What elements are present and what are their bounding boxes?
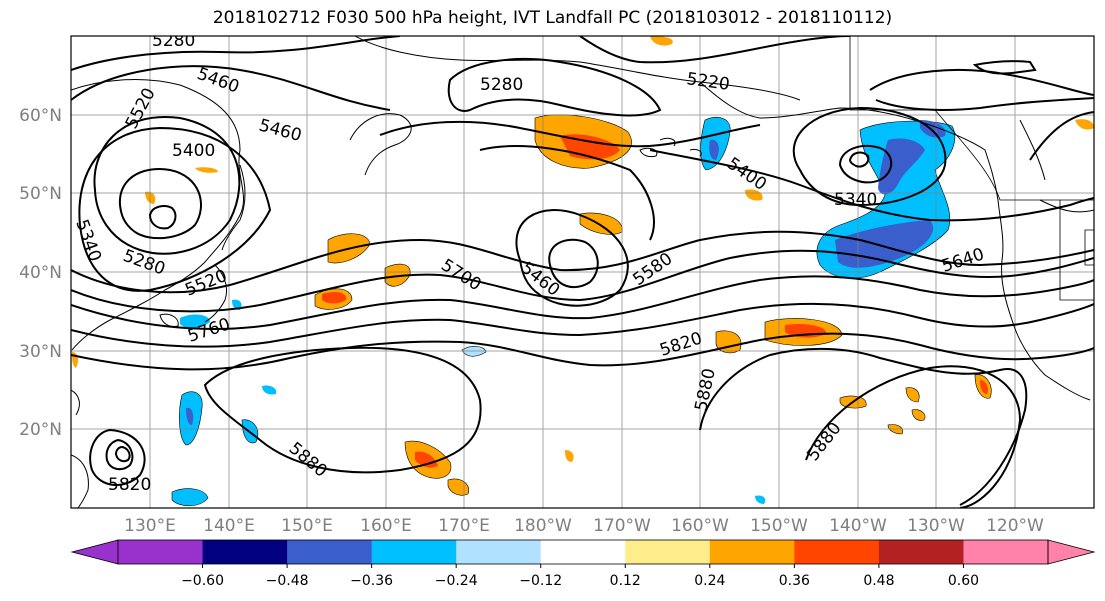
lon-label: 130°E	[124, 516, 176, 536]
lat-label: 50°N	[19, 184, 62, 204]
lon-label: 140°E	[203, 516, 255, 536]
colorbar-tick-label: −0.60	[181, 573, 224, 589]
lon-label: 180°W	[514, 516, 572, 536]
lon-label: 160°E	[360, 516, 412, 536]
colorbar-segment	[202, 540, 288, 564]
lat-label: 30°N	[19, 342, 62, 362]
longitude-labels: 130°E 140°E 150°E 160°E 170°E 180°W 170°…	[124, 516, 1044, 536]
contour-label: 5280	[480, 75, 523, 95]
colorbar-segment	[540, 540, 626, 564]
lat-label: 40°N	[19, 263, 62, 283]
colorbar-extend-min	[70, 539, 119, 565]
colorbar-segment	[794, 540, 880, 564]
contour-label: 5820	[108, 475, 151, 495]
contour-label: 5400	[172, 141, 215, 161]
lon-label: 150°W	[750, 516, 808, 536]
latitude-labels: 60°N 50°N 40°N 30°N 20°N	[19, 106, 62, 440]
colorbar-tick-label: −0.24	[435, 573, 478, 589]
colorbar-tick-label: −0.12	[519, 573, 562, 589]
colorbar-segment	[287, 540, 373, 564]
lon-label: 120°W	[986, 516, 1044, 536]
lon-label: 170°E	[438, 516, 490, 536]
colorbar-segment	[625, 540, 711, 564]
contour-label: 5280	[152, 31, 195, 51]
colorbar-tick-label: −0.36	[350, 573, 393, 589]
colorbar-tick-label: 0.36	[779, 573, 810, 589]
colorbar-segment	[456, 540, 542, 564]
lon-label: 140°W	[829, 516, 887, 536]
lon-label: 130°W	[907, 516, 965, 536]
colorbar: −0.60 −0.48 −0.36 −0.24 −0.12 0.12 0.24 0.36 0.4…	[70, 539, 1096, 589]
political-borders	[849, 36, 1094, 301]
colorbar-outline	[117, 539, 1049, 565]
colorbar-tick-label: 0.24	[694, 573, 725, 589]
colorbar-segment	[963, 540, 1049, 564]
lon-label: 150°E	[281, 516, 333, 536]
colorbar-segment	[371, 540, 457, 564]
colorbar-segment	[118, 540, 204, 564]
lon-label: 170°W	[593, 516, 651, 536]
height-contours	[71, 36, 1094, 508]
colorbar-segment	[709, 540, 795, 564]
colorbar-segment	[878, 540, 964, 564]
lat-label: 20°N	[19, 420, 62, 440]
lon-label: 160°W	[671, 516, 729, 536]
colorbar-extend-max	[1047, 539, 1096, 565]
coastlines	[71, 36, 1094, 508]
graticule	[71, 36, 1094, 508]
colorbar-tick-label: 0.12	[610, 573, 641, 589]
lat-label: 60°N	[19, 106, 62, 126]
colorbar-tick-label: 0.48	[863, 573, 894, 589]
map-title: 2018102712 F030 500 hPa height, IVT Land…	[212, 8, 893, 28]
contour-label: 5340	[834, 190, 877, 210]
colorbar-tick-label: 0.60	[948, 573, 979, 589]
map-frame	[70, 35, 1095, 509]
ivt-positive-shading	[72, 36, 1094, 496]
colorbar-tick-label: −0.48	[266, 573, 309, 589]
